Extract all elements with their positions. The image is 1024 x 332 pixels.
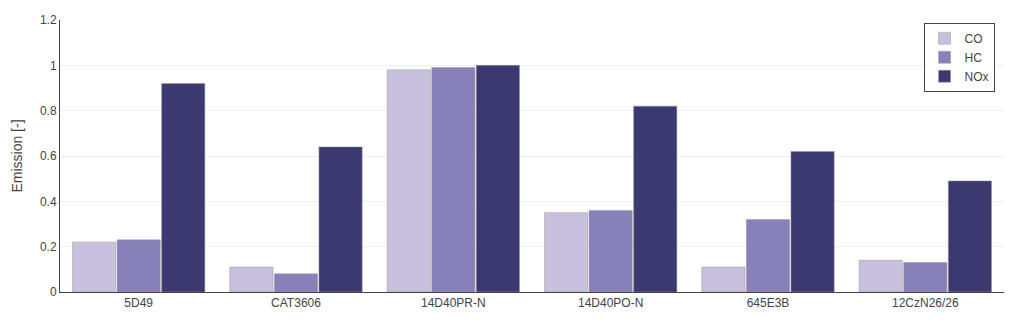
- svg-text:0.4: 0.4: [40, 195, 57, 209]
- svg-text:0.6: 0.6: [40, 149, 57, 163]
- svg-text:CAT3606: CAT3606: [271, 296, 321, 310]
- svg-text:1: 1: [50, 59, 57, 73]
- svg-text:NOx: NOx: [965, 70, 989, 84]
- svg-text:0.8: 0.8: [40, 104, 57, 118]
- svg-text:0.2: 0.2: [40, 240, 57, 254]
- svg-text:CO: CO: [965, 32, 983, 46]
- svg-text:HC: HC: [965, 51, 983, 65]
- svg-text:12CzN26/26: 12CzN26/26: [892, 296, 959, 310]
- svg-text:1.2: 1.2: [40, 13, 57, 27]
- svg-text:Emission [-]: Emission [-]: [9, 119, 25, 192]
- svg-text:14D40PO-N: 14D40PO-N: [578, 296, 643, 310]
- svg-text:14D40PR-N: 14D40PR-N: [421, 296, 486, 310]
- svg-text:0: 0: [50, 285, 57, 299]
- svg-text:5D49: 5D49: [124, 296, 153, 310]
- svg-text:645E3B: 645E3B: [747, 296, 790, 310]
